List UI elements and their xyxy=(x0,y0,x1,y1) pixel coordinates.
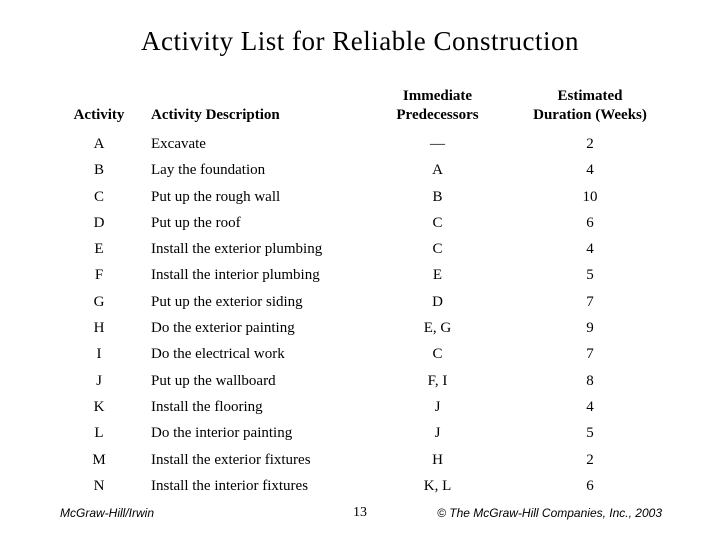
cell-duration: 4 xyxy=(586,162,594,179)
cell-duration: 4 xyxy=(586,241,594,258)
cell-description: Install the interior plumbing xyxy=(151,267,320,284)
cell-activity: I xyxy=(96,346,102,363)
table-row: N Install the interior fixtures K, L 6 xyxy=(55,473,660,499)
table-row: H Do the exterior painting E, G 9 xyxy=(55,315,660,341)
cell-predecessors: E xyxy=(432,267,443,284)
table-row: L Do the interior painting J 5 xyxy=(55,420,660,446)
footer-copyright: © The McGraw-Hill Companies, Inc., 2003 xyxy=(437,506,662,520)
table-row: J Put up the wallboard F, I 8 xyxy=(55,368,660,394)
cell-activity: E xyxy=(94,241,104,258)
table-row: A Excavate — 2 xyxy=(55,131,660,157)
cell-duration: 7 xyxy=(586,293,594,310)
table-row: C Put up the rough wall B 10 xyxy=(55,184,660,210)
cell-predecessors: K, L xyxy=(423,477,452,494)
cell-duration: 5 xyxy=(586,267,594,284)
cell-duration: 6 xyxy=(586,214,594,231)
cell-description: Put up the rough wall xyxy=(151,188,281,205)
cell-duration: 8 xyxy=(586,372,594,389)
activity-table: Activity Activity Description Immediate … xyxy=(55,85,660,499)
cell-description: Do the exterior painting xyxy=(151,320,295,337)
cell-activity: L xyxy=(94,425,104,442)
slide-page-number: 13 xyxy=(353,505,367,520)
table-row: G Put up the exterior siding D 7 xyxy=(55,289,660,315)
cell-duration: 7 xyxy=(586,346,594,363)
table-row: D Put up the roof C 6 xyxy=(55,210,660,236)
cell-predecessors: E, G xyxy=(423,320,452,337)
cell-description: Excavate xyxy=(151,136,206,152)
cell-description: Put up the wallboard xyxy=(151,372,276,389)
cell-predecessors: C xyxy=(432,241,443,258)
cell-activity: F xyxy=(94,267,104,284)
cell-activity: B xyxy=(93,162,104,179)
cell-duration: 6 xyxy=(586,477,594,494)
cell-predecessors: F, I xyxy=(427,372,448,389)
cell-duration: 4 xyxy=(586,398,594,415)
cell-activity: K xyxy=(93,398,105,415)
cell-description: Put up the exterior siding xyxy=(151,293,303,310)
cell-activity: C xyxy=(93,188,104,205)
table-row: B Lay the foundation A 4 xyxy=(55,157,660,183)
cell-duration: 2 xyxy=(586,136,594,152)
page-title: Activity List for Reliable Construction xyxy=(141,26,579,56)
table-row: E Install the exterior plumbing C 4 xyxy=(55,236,660,262)
cell-predecessors: A xyxy=(432,162,443,179)
cell-predecessors: C xyxy=(432,346,443,363)
table-row: F Install the interior plumbing E 5 xyxy=(55,262,660,288)
header-immediate-predecessors: Immediate Predecessors xyxy=(396,88,479,123)
slide-footer: McGraw-Hill/Irwin 13 © The McGraw-Hill C… xyxy=(0,504,720,524)
table-row: I Do the electrical work C 7 xyxy=(55,341,660,367)
activity-table-body: A Excavate — 2 B Lay the foundation A 4 C Put up … xyxy=(55,131,660,499)
cell-activity: N xyxy=(93,477,105,494)
cell-activity: A xyxy=(93,136,105,152)
cell-activity: J xyxy=(96,372,102,389)
cell-activity: G xyxy=(93,293,105,310)
cell-duration: 9 xyxy=(586,320,594,337)
table-row: K Install the flooring J 4 xyxy=(55,394,660,420)
cell-predecessors: J xyxy=(434,398,441,415)
cell-predecessors: D xyxy=(432,293,443,310)
cell-description: Install the interior fixtures xyxy=(151,477,309,494)
cell-predecessors: C xyxy=(432,214,443,231)
cell-description: Install the flooring xyxy=(151,398,263,415)
footer-publisher: McGraw-Hill/Irwin xyxy=(60,506,154,520)
cell-activity: M xyxy=(92,451,106,468)
cell-duration: 10 xyxy=(582,188,598,205)
cell-description: Lay the foundation xyxy=(151,162,266,179)
cell-duration: 5 xyxy=(586,425,594,442)
cell-activity: H xyxy=(93,320,105,337)
cell-description: Install the exterior plumbing xyxy=(151,241,323,258)
cell-description: Put up the roof xyxy=(151,214,241,231)
cell-predecessors: H xyxy=(432,451,443,468)
table-row: M Install the exterior fixtures H 2 xyxy=(55,447,660,473)
cell-predecessors: J xyxy=(434,425,441,442)
cell-description: Install the exterior fixtures xyxy=(151,451,311,468)
cell-predecessors: — xyxy=(430,136,445,152)
cell-description: Do the electrical work xyxy=(151,346,285,363)
header-activity-description: Activity Description xyxy=(151,107,280,123)
cell-predecessors: B xyxy=(432,188,443,205)
cell-description: Do the interior painting xyxy=(151,425,293,442)
header-estimated-duration: Estimated Duration (Weeks) xyxy=(533,88,647,123)
table-header-row: Activity Activity Description Immediate … xyxy=(55,85,660,125)
header-activity: Activity xyxy=(73,107,125,123)
cell-activity: D xyxy=(93,214,105,231)
cell-duration: 2 xyxy=(586,451,594,468)
